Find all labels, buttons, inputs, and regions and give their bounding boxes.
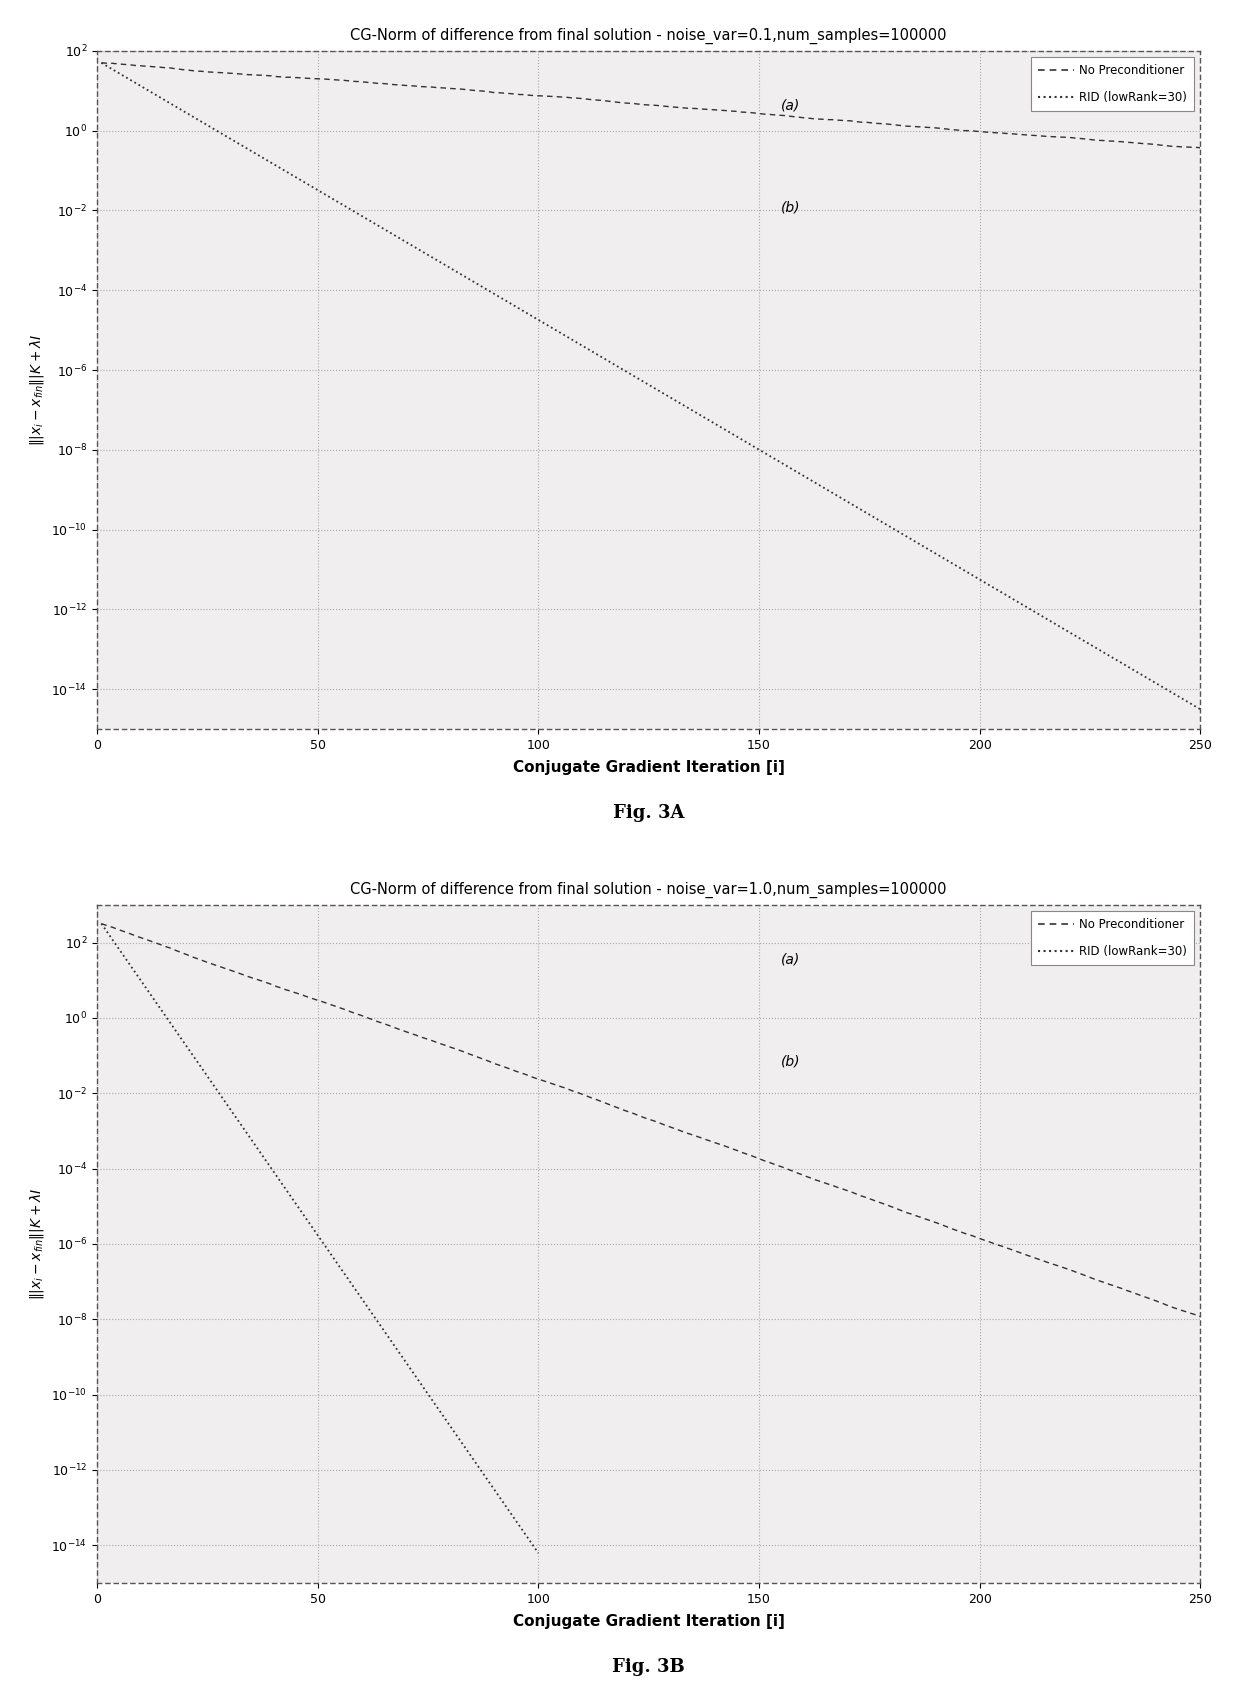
Legend: No Preconditioner, RID (lowRank=30): No Preconditioner, RID (lowRank=30) xyxy=(1030,911,1194,966)
Legend: No Preconditioner, RID (lowRank=30): No Preconditioner, RID (lowRank=30) xyxy=(1030,58,1194,112)
Text: (b): (b) xyxy=(781,1054,801,1067)
Y-axis label: $\||x_i - x_{fin}\||K + \lambda I$: $\||x_i - x_{fin}\||K + \lambda I$ xyxy=(27,1187,46,1301)
Text: Fig. 3A: Fig. 3A xyxy=(613,803,684,822)
Title: CG-Norm of difference from final solution - noise_var=0.1,num_samples=100000: CG-Norm of difference from final solutio… xyxy=(351,27,947,44)
Text: (a): (a) xyxy=(781,98,800,112)
Text: (a): (a) xyxy=(781,952,800,966)
X-axis label: Conjugate Gradient Iteration [i]: Conjugate Gradient Iteration [i] xyxy=(512,1614,785,1630)
Title: CG-Norm of difference from final solution - noise_var=1.0,num_samples=100000: CG-Norm of difference from final solutio… xyxy=(351,881,947,898)
X-axis label: Conjugate Gradient Iteration [i]: Conjugate Gradient Iteration [i] xyxy=(512,761,785,776)
Text: Fig. 3B: Fig. 3B xyxy=(613,1658,684,1675)
Y-axis label: $\||x_i - x_{fin}\||K + \lambda I$: $\||x_i - x_{fin}\||K + \lambda I$ xyxy=(27,334,46,446)
Text: (b): (b) xyxy=(781,200,801,213)
